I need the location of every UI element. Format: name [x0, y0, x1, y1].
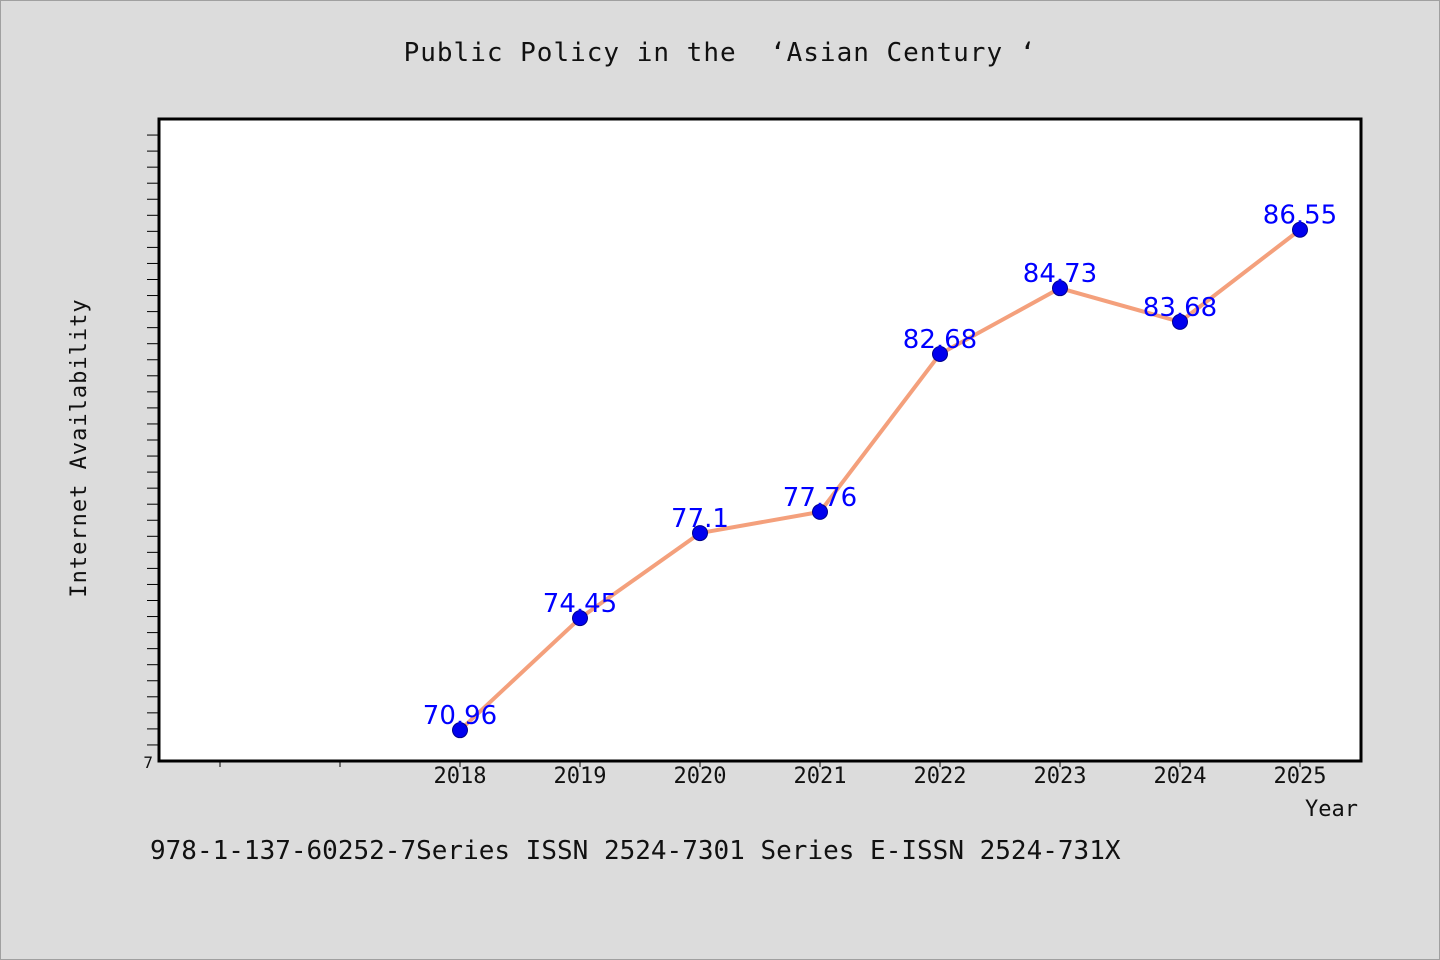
data-point — [452, 722, 468, 739]
chart-title: Public Policy in the ‘Asian Century ‘ — [403, 38, 1037, 68]
x-tick-label: 2020 — [674, 764, 727, 789]
data-point — [1172, 313, 1188, 330]
data-point — [1292, 221, 1308, 238]
data-point — [812, 503, 828, 520]
data-point — [1052, 280, 1068, 297]
isbn-footer: 978-1-137-60252-7Series ISSN 2524-7301 S… — [150, 836, 1121, 866]
data-label: 70.96 — [423, 701, 497, 731]
data-point — [932, 345, 948, 362]
data-label: 77.1 — [671, 504, 729, 534]
y-tick-label: 7 — [143, 753, 153, 772]
x-axis-label: Year — [1305, 797, 1358, 822]
data-label: 82.68 — [903, 325, 977, 355]
y-axis-label: Internet Availability — [67, 298, 92, 597]
data-label: 74.45 — [543, 589, 617, 619]
x-tick-label: 2022 — [914, 764, 967, 789]
data-point — [572, 610, 588, 627]
data-label: 77.76 — [783, 483, 857, 513]
x-tick-label: 2023 — [1034, 764, 1087, 789]
x-tick-label: 2024 — [1154, 764, 1207, 789]
y-axis-ticks: 7 — [143, 134, 159, 772]
x-tick-label: 2018 — [434, 764, 487, 789]
x-tick-label: 2025 — [1274, 764, 1327, 789]
data-label: 84.73 — [1023, 259, 1097, 289]
data-point — [692, 525, 708, 542]
series-group: 70.96 74.45 77.1 77.76 82.68 84.73 83.68 86.55 — [423, 201, 1337, 739]
x-axis-ticks: 2018 2019 2020 2021 2022 2023 2024 2025 — [219, 761, 1327, 789]
data-label: 83.68 — [1143, 293, 1217, 323]
x-tick-label: 2019 — [554, 764, 607, 789]
series-line — [458, 228, 1302, 732]
x-tick-label: 2021 — [794, 764, 847, 789]
plot-area — [157, 117, 1363, 763]
data-label: 86.55 — [1263, 201, 1337, 231]
